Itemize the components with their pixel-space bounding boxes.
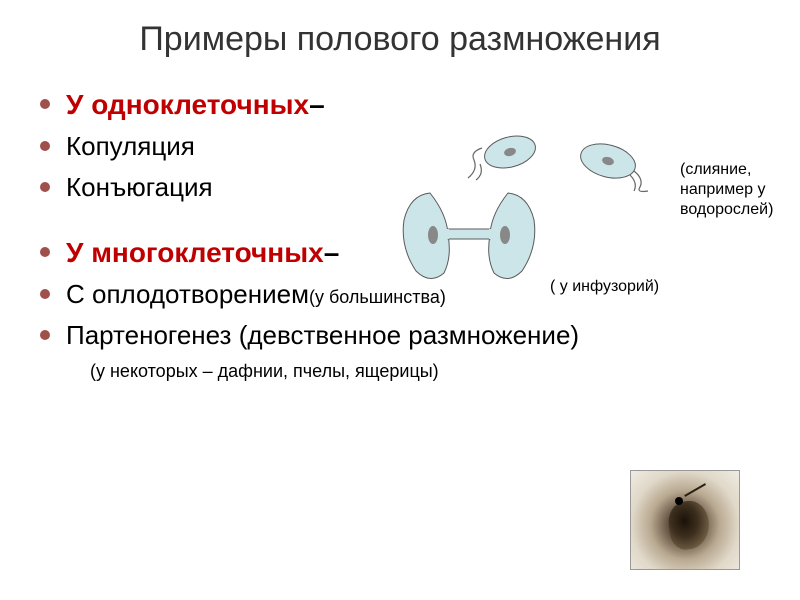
daphnia-antenna-icon <box>684 483 706 496</box>
slide-title: Примеры полового размножения <box>0 0 800 59</box>
infusoria-label: ( у инфузорий) <box>550 278 659 296</box>
unicellular-label: У одноклеточных <box>66 89 309 121</box>
daphnia-eye-icon <box>675 497 683 505</box>
unicellular-dash: – <box>309 89 325 121</box>
multicellular-dash: – <box>324 237 340 269</box>
multicellular-label: У многоклеточных <box>66 237 324 269</box>
fusion-note-line1: (слияние, <box>680 160 773 180</box>
bullet-dot-icon <box>40 182 50 192</box>
bullet-unicellular: У одноклеточных – <box>40 89 760 121</box>
bullet-dot-icon <box>40 289 50 299</box>
conjugation-icon <box>390 185 550 295</box>
parthenogenesis-label: Партеногенез (девственное размножение) <box>66 320 579 351</box>
flagellate-right-icon <box>570 135 670 195</box>
bottom-note: (у некоторых – дафнии, пчелы, ящерицы) <box>90 361 760 382</box>
copulation-label: Копуляция <box>66 131 195 162</box>
diagram-area: ( у инфузорий) (слияние, например у водо… <box>350 130 800 300</box>
fertilization-label: С оплодотворением <box>66 279 309 310</box>
flagellate-left-icon <box>460 130 550 185</box>
fusion-note-line3: водорослей) <box>680 200 773 220</box>
bullet-dot-icon <box>40 247 50 257</box>
bullet-parthenogenesis: Партеногенез (девственное размножение) <box>40 320 760 351</box>
fusion-note-line2: например у <box>680 180 773 200</box>
bullet-dot-icon <box>40 141 50 151</box>
conjugation-label: Конъюгация <box>66 172 213 203</box>
bullet-dot-icon <box>40 330 50 340</box>
daphnia-body-icon <box>666 498 712 551</box>
daphnia-image <box>630 470 740 570</box>
fusion-note: (слияние, например у водорослей) <box>680 160 773 220</box>
bullet-dot-icon <box>40 99 50 109</box>
